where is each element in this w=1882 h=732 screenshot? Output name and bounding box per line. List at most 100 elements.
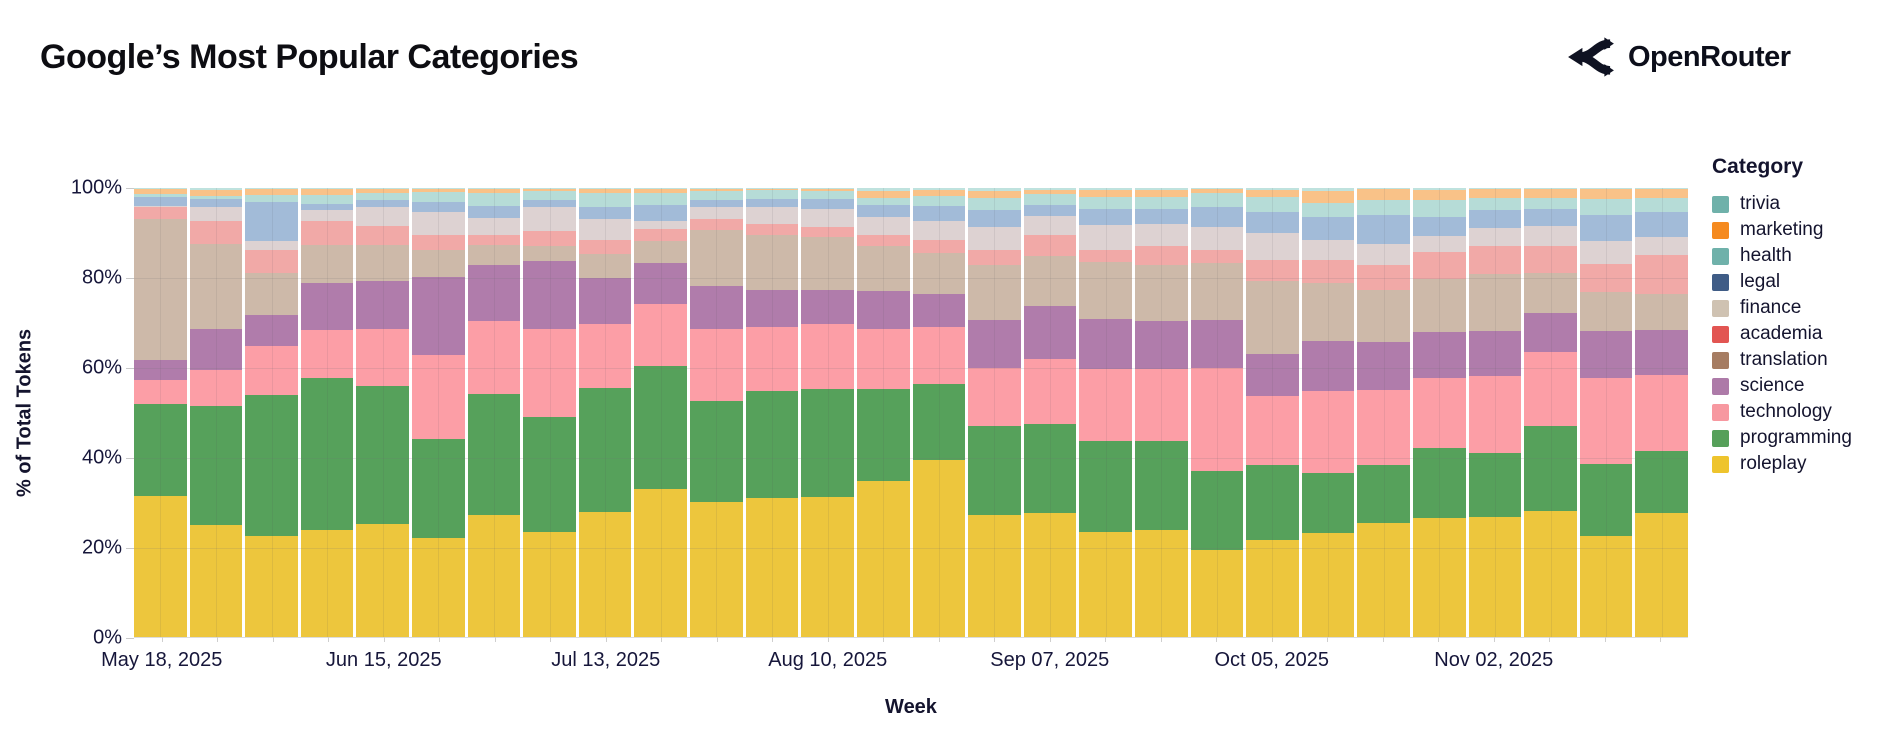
bar-segment-programming[interactable] xyxy=(356,386,410,525)
bar-segment-trivia[interactable] xyxy=(912,188,966,191)
bar-segment-roleplay[interactable] xyxy=(1468,516,1522,637)
bar-segment-finance[interactable] xyxy=(1190,226,1244,251)
bar-segment-legal[interactable] xyxy=(801,199,854,209)
bar-segment-roleplay[interactable] xyxy=(1635,513,1689,637)
bar-segment-translation[interactable] xyxy=(356,244,410,281)
bar-segment-technology[interactable] xyxy=(356,329,410,387)
bar-week-jul-13-2025[interactable] xyxy=(578,188,632,637)
bar-segment-trivia[interactable] xyxy=(1246,188,1299,190)
bar-segment-academia[interactable] xyxy=(523,231,576,246)
bar-segment-legal[interactable] xyxy=(1579,215,1633,242)
bar-segment-health[interactable] xyxy=(523,190,576,201)
bar-segment-roleplay[interactable] xyxy=(634,488,688,637)
legend-item-health[interactable]: health xyxy=(1712,243,1877,269)
bar-week-aug-17-2025[interactable] xyxy=(856,188,910,637)
legend-item-programming[interactable]: programming xyxy=(1712,425,1877,451)
bar-segment-legal[interactable] xyxy=(356,200,410,208)
bar-segment-translation[interactable] xyxy=(801,236,854,291)
bar-segment-translation[interactable] xyxy=(968,265,1021,321)
bar-segment-roleplay[interactable] xyxy=(245,535,298,637)
bar-segment-roleplay[interactable] xyxy=(1079,531,1132,637)
bar-segment-technology[interactable] xyxy=(1190,367,1244,472)
bar-segment-programming[interactable] xyxy=(1579,463,1633,536)
bar-segment-translation[interactable] xyxy=(189,244,243,330)
bar-segment-finance[interactable] xyxy=(856,216,910,235)
bar-segment-programming[interactable] xyxy=(745,391,799,498)
bar-segment-health[interactable] xyxy=(1635,197,1689,212)
bar-segment-technology[interactable] xyxy=(1023,359,1077,425)
bar-segment-finance[interactable] xyxy=(745,207,799,224)
bar-segment-legal[interactable] xyxy=(523,200,576,208)
bar-segment-legal[interactable] xyxy=(134,197,187,206)
bar-segment-health[interactable] xyxy=(189,195,243,200)
bar-segment-translation[interactable] xyxy=(523,245,576,262)
bar-segment-health[interactable] xyxy=(856,197,910,206)
bar-segment-finance[interactable] xyxy=(690,207,743,219)
bar-segment-legal[interactable] xyxy=(634,205,688,221)
bar-segment-technology[interactable] xyxy=(1357,390,1411,465)
bar-segment-programming[interactable] xyxy=(968,425,1021,515)
bar-segment-roleplay[interactable] xyxy=(356,524,410,637)
bar-segment-programming[interactable] xyxy=(856,389,910,481)
bar-week-jun-29-2025[interactable] xyxy=(467,188,521,637)
bar-segment-finance[interactable] xyxy=(523,207,576,232)
bar-segment-marketing[interactable] xyxy=(578,189,632,194)
bar-segment-health[interactable] xyxy=(634,192,688,206)
bar-segment-marketing[interactable] xyxy=(1413,189,1466,200)
bar-segment-marketing[interactable] xyxy=(245,189,298,195)
bar-segment-translation[interactable] xyxy=(134,218,187,360)
bar-segment-academia[interactable] xyxy=(1579,263,1633,293)
bar-segment-trivia[interactable] xyxy=(578,188,632,190)
bar-segment-roleplay[interactable] xyxy=(412,537,465,637)
legend-item-technology[interactable]: technology xyxy=(1712,399,1877,425)
bar-segment-technology[interactable] xyxy=(412,355,465,440)
bar-segment-trivia[interactable] xyxy=(968,188,1021,192)
bar-segment-technology[interactable] xyxy=(801,324,854,390)
bar-week-jul-20-2025[interactable] xyxy=(634,188,688,637)
bar-segment-translation[interactable] xyxy=(1246,280,1299,355)
bar-week-oct-05-2025[interactable] xyxy=(1246,188,1299,637)
bar-segment-programming[interactable] xyxy=(1357,464,1411,523)
bar-segment-legal[interactable] xyxy=(1635,211,1689,238)
bar-segment-programming[interactable] xyxy=(1079,441,1132,532)
bar-segment-legal[interactable] xyxy=(412,201,465,212)
bar-segment-academia[interactable] xyxy=(1468,246,1522,274)
bar-segment-health[interactable] xyxy=(1023,194,1077,205)
bar-segment-marketing[interactable] xyxy=(1190,188,1244,194)
bar-segment-trivia[interactable] xyxy=(1468,188,1522,189)
bar-segment-academia[interactable] xyxy=(801,227,854,237)
bar-segment-technology[interactable] xyxy=(189,369,243,406)
bar-segment-roleplay[interactable] xyxy=(523,532,576,637)
bar-segment-academia[interactable] xyxy=(1134,246,1188,266)
bar-week-jun-08-2025[interactable] xyxy=(300,188,354,637)
bar-segment-trivia[interactable] xyxy=(356,188,410,190)
bar-segment-academia[interactable] xyxy=(1524,245,1577,273)
bar-segment-health[interactable] xyxy=(801,190,854,200)
bar-segment-academia[interactable] xyxy=(245,249,298,273)
bar-segment-academia[interactable] xyxy=(189,221,243,245)
bar-week-nov-02-2025[interactable] xyxy=(1468,188,1522,637)
bar-segment-finance[interactable] xyxy=(1468,227,1522,247)
bar-segment-trivia[interactable] xyxy=(1190,188,1244,189)
bar-segment-trivia[interactable] xyxy=(523,188,576,189)
bar-segment-trivia[interactable] xyxy=(1079,188,1132,190)
bar-week-sep-07-2025[interactable] xyxy=(1023,188,1077,637)
bar-week-sep-28-2025[interactable] xyxy=(1190,188,1244,637)
bar-segment-translation[interactable] xyxy=(634,241,688,264)
bar-segment-roleplay[interactable] xyxy=(690,502,743,637)
bar-segment-programming[interactable] xyxy=(1023,424,1077,514)
bar-segment-trivia[interactable] xyxy=(412,188,465,190)
bar-segment-trivia[interactable] xyxy=(1357,188,1411,190)
bar-segment-marketing[interactable] xyxy=(1079,189,1132,197)
bar-segment-technology[interactable] xyxy=(634,303,688,367)
bar-segment-translation[interactable] xyxy=(1357,290,1411,343)
bar-segment-programming[interactable] xyxy=(1301,473,1355,534)
legend-item-science[interactable]: science xyxy=(1712,373,1877,399)
bar-segment-roleplay[interactable] xyxy=(1301,533,1355,637)
bar-segment-academia[interactable] xyxy=(1023,234,1077,257)
legend-item-academia[interactable]: academia xyxy=(1712,321,1877,347)
legend-item-translation[interactable]: translation xyxy=(1712,347,1877,373)
bar-segment-translation[interactable] xyxy=(1635,294,1689,330)
bar-segment-legal[interactable] xyxy=(1134,208,1188,224)
bar-segment-technology[interactable] xyxy=(1468,375,1522,453)
